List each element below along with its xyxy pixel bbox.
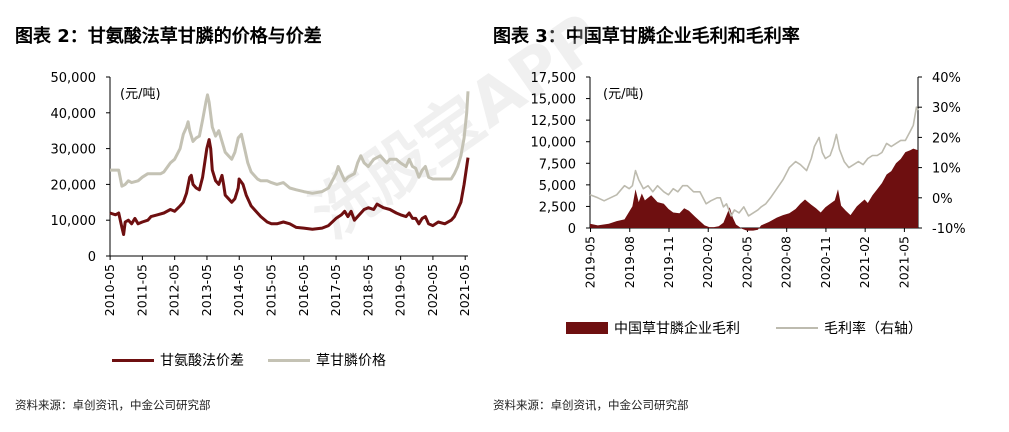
right-x-tick-label: 2019-08 — [622, 236, 637, 288]
right-y-tick-label: 0 — [568, 222, 576, 237]
left-y-tick-label: 40,000 — [51, 107, 97, 122]
left-legend-spread: 甘氨酸法价差 — [112, 350, 244, 370]
left-y-tick-label: 0 — [88, 250, 96, 265]
right-x-tick-label: 2020-02 — [700, 236, 715, 288]
right-y2-tick-label: 10% — [932, 162, 961, 177]
left-y-tick-label: 20,000 — [51, 178, 97, 193]
left-source-note: 资料来源：卓创资讯，中金公司研究部 — [15, 398, 211, 412]
left-x-tick-label: 2017-05 — [328, 264, 343, 316]
right-x-tick-label: 2019-11 — [661, 236, 676, 288]
right-y-tick-label: 7,500 — [539, 157, 576, 172]
right-x-tick-label: 2019-05 — [583, 236, 598, 288]
left-x-tick-label: 2011-05 — [134, 264, 149, 316]
margin-legend-label: 中国草甘膦企业毛利 — [614, 321, 740, 337]
price-legend-swatch — [268, 358, 310, 362]
left-x-tick-label: 2014-05 — [231, 264, 246, 316]
right-x-tick-label: 2020-11 — [818, 236, 833, 288]
right-y-tick-label: 10,000 — [531, 136, 577, 151]
right-y2-tick-label: 40% — [932, 71, 961, 86]
right-x-tick-label: 2020-08 — [779, 236, 794, 288]
spread-legend-label: 甘氨酸法价差 — [160, 353, 244, 369]
left-y-tick-label: 10,000 — [51, 214, 97, 229]
right-y2-tick-label: 20% — [932, 131, 961, 146]
right-y2-tick-label: 30% — [932, 101, 961, 116]
right-y-tick-label: 12,500 — [531, 114, 577, 129]
rate-legend-label: 毛利率（右轴） — [824, 321, 922, 337]
left-x-tick-label: 2021-05 — [457, 264, 472, 316]
right-y-tick-label: 5,000 — [539, 179, 576, 194]
margin-legend-swatch — [566, 322, 608, 334]
margin-rate-line — [589, 106, 919, 217]
spread-line — [109, 138, 470, 236]
right-unit-label: (元/吨) — [603, 87, 644, 102]
price-legend-label: 草甘膦价格 — [316, 353, 386, 369]
left-x-tick-label: 2012-05 — [167, 264, 182, 316]
left-x-tick-label: 2013-05 — [199, 264, 214, 316]
right-x-tick-label: 2021-02 — [857, 236, 872, 288]
right-y2-tick-label: -10% — [932, 222, 966, 237]
left-x-tick-label: 2018-05 — [360, 264, 375, 316]
right-y-tick-label: 15,000 — [531, 93, 577, 108]
right-x-tick-label: 2021-05 — [896, 236, 911, 288]
left-x-tick-label: 2016-05 — [296, 264, 311, 316]
rate-legend-swatch — [776, 327, 818, 329]
right-legend-rate: 毛利率（右轴） — [776, 318, 922, 338]
price-line — [110, 91, 470, 195]
left-legend-price: 草甘膦价格 — [268, 350, 386, 370]
right-legend-margin: 中国草甘膦企业毛利 — [566, 318, 740, 338]
right-source-note: 资料来源：卓创资讯，中金公司研究部 — [493, 398, 689, 412]
left-x-tick-label: 2020-05 — [425, 264, 440, 316]
spread-legend-swatch — [112, 358, 154, 362]
left-y-tick-label: 30,000 — [51, 143, 97, 158]
left-chart-title: 图表 2：甘氨酸法草甘膦的价格与价差 — [15, 26, 322, 47]
left-y-tick-label: 50,000 — [51, 71, 97, 86]
left-x-tick-label: 2010-05 — [102, 264, 117, 316]
left-x-tick-label: 2019-05 — [393, 264, 408, 316]
margin-area — [590, 148, 918, 231]
right-y-tick-label: 2,500 — [539, 200, 576, 215]
right-chart-title: 图表 3：中国草甘膦企业毛利和毛利率 — [493, 26, 800, 47]
left-unit-label: (元/吨) — [120, 87, 161, 102]
right-y2-tick-label: 0% — [932, 192, 953, 207]
right-x-tick-label: 2020-05 — [739, 236, 754, 288]
left-x-tick-label: 2015-05 — [264, 264, 279, 316]
right-y-tick-label: 17,500 — [531, 71, 577, 86]
